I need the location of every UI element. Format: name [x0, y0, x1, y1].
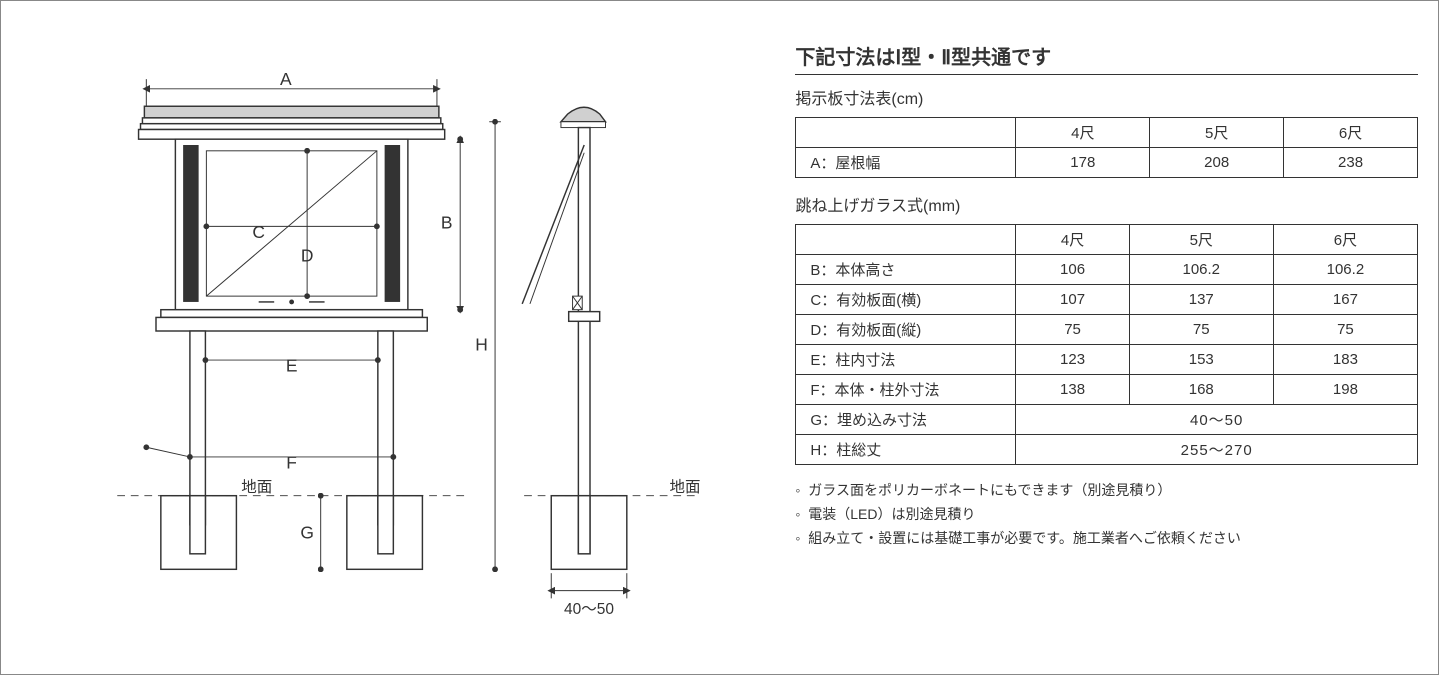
table-header-row: 4尺 5尺 6尺	[796, 225, 1418, 255]
dim-label-C: C	[252, 222, 265, 242]
cell-value: 198	[1273, 375, 1417, 405]
table-row: B：本体高さ106106.2106.2	[796, 255, 1418, 285]
table-row: H：柱総丈255〜270	[796, 435, 1418, 465]
cell-label: H：柱総丈	[796, 435, 1016, 465]
table-header-row: 4尺 5尺 6尺	[796, 118, 1418, 148]
cell-value: 208	[1150, 148, 1284, 178]
cell-value: 168	[1129, 375, 1273, 405]
dim-label-F: F	[286, 453, 297, 473]
cell-label: E：柱内寸法	[796, 345, 1016, 375]
note-item: 組み立て・設置には基礎工事が必要です。施工業者へご依頼ください	[795, 527, 1418, 551]
table1-title: 掲示板寸法表(cm)	[795, 85, 1418, 109]
base-range-label: 40〜50	[564, 601, 614, 618]
col-4shaku: 4尺	[1016, 118, 1150, 148]
table-row: F：本体・柱外寸法138168198	[796, 375, 1418, 405]
cell-value: 106.2	[1273, 255, 1417, 285]
col-5shaku: 5尺	[1150, 118, 1284, 148]
diagram-panel: A B C	[21, 21, 775, 654]
data-panel: 下記寸法はⅠ型・Ⅱ型共通です 掲示板寸法表(cm) 4尺 5尺 6尺 A：屋根幅…	[775, 21, 1418, 654]
table-row: E：柱内寸法123153183	[796, 345, 1418, 375]
cell-value: 137	[1129, 285, 1273, 315]
table-row: G：埋め込み寸法40〜50	[796, 405, 1418, 435]
cell-value: 167	[1273, 285, 1417, 315]
cell-value: 238	[1284, 148, 1418, 178]
notes-list: ガラス面をポリカーボネートにもできます（別途見積り） 電装（LED）は別途見積り…	[795, 479, 1418, 550]
cell-label: D：有効板面(縦)	[796, 315, 1016, 345]
cell-merged: 255〜270	[1016, 435, 1418, 465]
cell-value: 75	[1273, 315, 1417, 345]
ground-label-side: 地面	[669, 478, 700, 496]
cell-value: 106.2	[1129, 255, 1273, 285]
note-item: ガラス面をポリカーボネートにもできます（別途見積り）	[795, 479, 1418, 503]
table-roof-width: 4尺 5尺 6尺 A：屋根幅 178 208 238	[795, 117, 1418, 178]
cell-label: B：本体高さ	[796, 255, 1016, 285]
col-6shaku: 6尺	[1284, 118, 1418, 148]
page-container: A B C	[0, 0, 1439, 675]
table-row: D：有効板面(縦)757575	[796, 315, 1418, 345]
dim-label-H: H	[475, 334, 488, 354]
dim-label-D: D	[301, 245, 314, 265]
cell-value: 138	[1016, 375, 1129, 405]
table-glass-type: 4尺 5尺 6尺 B：本体高さ106106.2106.2C：有効板面(横)107…	[795, 224, 1418, 465]
cell-value: 75	[1129, 315, 1273, 345]
cell-value: 183	[1273, 345, 1417, 375]
table-row: A：屋根幅 178 208 238	[796, 148, 1418, 178]
cell-label: A：屋根幅	[796, 148, 1016, 178]
technical-drawing: A B C	[21, 21, 775, 641]
cell-value: 123	[1016, 345, 1129, 375]
cell-value: 178	[1016, 148, 1150, 178]
col-6shaku: 6尺	[1273, 225, 1417, 255]
col-4shaku: 4尺	[1016, 225, 1129, 255]
dim-label-A: A	[280, 69, 292, 89]
cell-merged: 40〜50	[1016, 405, 1418, 435]
dim-label-B: B	[441, 212, 453, 232]
col-blank	[796, 118, 1016, 148]
ground-label-front: 地面	[241, 478, 272, 496]
dim-label-G: G	[300, 522, 314, 542]
col-blank	[796, 225, 1016, 255]
cell-label: C：有効板面(横)	[796, 285, 1016, 315]
table-row: C：有効板面(横)107137167	[796, 285, 1418, 315]
cell-label: G：埋め込み寸法	[796, 405, 1016, 435]
table2-title: 跳ね上げガラス式(mm)	[795, 192, 1418, 216]
cell-value: 106	[1016, 255, 1129, 285]
note-item: 電装（LED）は別途見積り	[795, 503, 1418, 527]
main-title: 下記寸法はⅠ型・Ⅱ型共通です	[795, 41, 1418, 75]
cell-value: 107	[1016, 285, 1129, 315]
dim-label-E: E	[286, 356, 298, 376]
col-5shaku: 5尺	[1129, 225, 1273, 255]
cell-value: 75	[1016, 315, 1129, 345]
cell-value: 153	[1129, 345, 1273, 375]
cell-label: F：本体・柱外寸法	[796, 375, 1016, 405]
